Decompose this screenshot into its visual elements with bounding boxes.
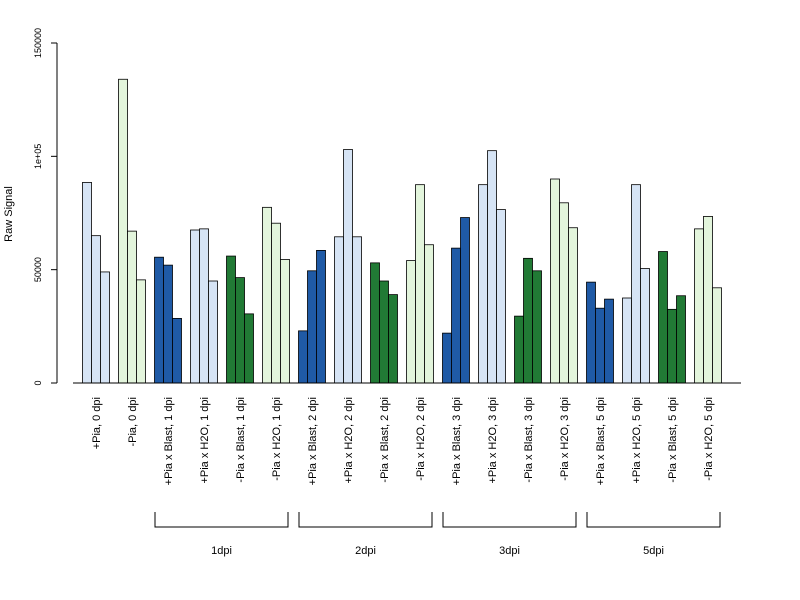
- category-label: -Pia x H2O, 3 dpi: [559, 397, 571, 481]
- bar: [271, 222, 281, 384]
- bar: [442, 332, 452, 384]
- bar: [640, 268, 650, 384]
- bar: [190, 229, 200, 384]
- bar: [235, 277, 245, 384]
- bar: [307, 270, 317, 384]
- category-label: +Pia x H2O, 2 dpi: [343, 397, 355, 484]
- category-label: +Pia x H2O, 1 dpi: [199, 397, 211, 484]
- bar: [226, 255, 236, 384]
- bar: [604, 298, 614, 384]
- category-label: -Pia x Blast, 5 dpi: [667, 397, 679, 483]
- category-label: +Pia x Blast, 1 dpi: [163, 397, 175, 485]
- category-label: +Pia x Blast, 3 dpi: [451, 397, 463, 485]
- bar: [550, 178, 560, 384]
- category-label: -Pia x H2O, 5 dpi: [703, 397, 715, 481]
- bar: [136, 279, 146, 384]
- bar: [118, 78, 128, 384]
- bar: [523, 257, 533, 384]
- group-label: 3dpi: [499, 545, 520, 557]
- group-label: 5dpi: [643, 545, 664, 557]
- bar: [199, 228, 209, 384]
- category-label: +Pia x H2O, 3 dpi: [487, 397, 499, 484]
- bar: [667, 308, 677, 384]
- category-label: +Pia, 0 dpi: [91, 397, 103, 449]
- bar: [595, 307, 605, 384]
- bar: [424, 244, 434, 384]
- bar: [280, 259, 290, 384]
- group-brackets: 1dpi 2dpi 3dpi 5dpi: [154, 512, 721, 557]
- y-axis: 0 50000 1e+05 150000: [33, 28, 58, 386]
- group-bracket: [154, 512, 289, 528]
- bar: [316, 249, 326, 384]
- bar: [694, 228, 704, 384]
- y-tick-label: 0: [33, 380, 43, 385]
- bar: [586, 281, 596, 384]
- bar: [712, 287, 722, 384]
- bar: [379, 280, 389, 384]
- bar: [478, 184, 488, 384]
- bar: [127, 230, 137, 384]
- bar: [568, 227, 578, 384]
- bar: [154, 256, 164, 384]
- bar: [451, 247, 461, 384]
- bar: [514, 315, 524, 384]
- bar: [460, 217, 470, 384]
- bar: [163, 264, 173, 384]
- bar: [298, 330, 308, 384]
- category-label: -Pia x Blast, 2 dpi: [379, 397, 391, 483]
- category-label: +Pia x H2O, 5 dpi: [631, 397, 643, 484]
- bar: [622, 297, 632, 384]
- bar: [172, 317, 182, 384]
- bar: [244, 313, 254, 384]
- bar: [388, 294, 398, 384]
- y-tick-label: 150000: [33, 28, 43, 58]
- bar: [370, 262, 380, 384]
- bar: [82, 181, 92, 384]
- bar: [415, 184, 425, 384]
- category-label: -Pia x Blast, 3 dpi: [523, 397, 535, 483]
- category-label: +Pia x Blast, 5 dpi: [595, 397, 607, 485]
- bars: [82, 78, 722, 384]
- bar: [487, 150, 497, 384]
- group-bracket: [298, 512, 433, 528]
- bar: [406, 260, 416, 384]
- category-label: -Pia, 0 dpi: [127, 397, 139, 447]
- bar: [496, 209, 506, 384]
- bar: [334, 236, 344, 384]
- bar: [631, 184, 641, 384]
- bar: [262, 206, 272, 384]
- category-labels: +Pia, 0 dpi -Pia, 0 dpi +Pia x Blast, 1 dp…: [91, 397, 715, 485]
- group-label: 2dpi: [355, 545, 376, 557]
- bar: [352, 236, 362, 384]
- bar: [703, 215, 713, 384]
- category-label: -Pia x H2O, 1 dpi: [271, 397, 283, 481]
- category-label: +Pia x Blast, 2 dpi: [307, 397, 319, 485]
- category-label: -Pia x Blast, 1 dpi: [235, 397, 247, 483]
- y-tick-label: 50000: [33, 257, 43, 282]
- bar: [532, 270, 542, 384]
- group-bracket: [586, 512, 721, 528]
- bar: [343, 149, 353, 384]
- bar: [100, 271, 110, 384]
- bar: [91, 235, 101, 384]
- y-axis-title: Raw Signal: [3, 186, 15, 242]
- group-bracket: [442, 512, 577, 528]
- group-label: 1dpi: [211, 545, 232, 557]
- bar: [658, 251, 668, 384]
- bar: [676, 295, 686, 384]
- bar: [208, 280, 218, 384]
- y-tick-label: 1e+05: [33, 144, 43, 169]
- bar: [559, 202, 569, 384]
- category-label: -Pia x H2O, 2 dpi: [415, 397, 427, 481]
